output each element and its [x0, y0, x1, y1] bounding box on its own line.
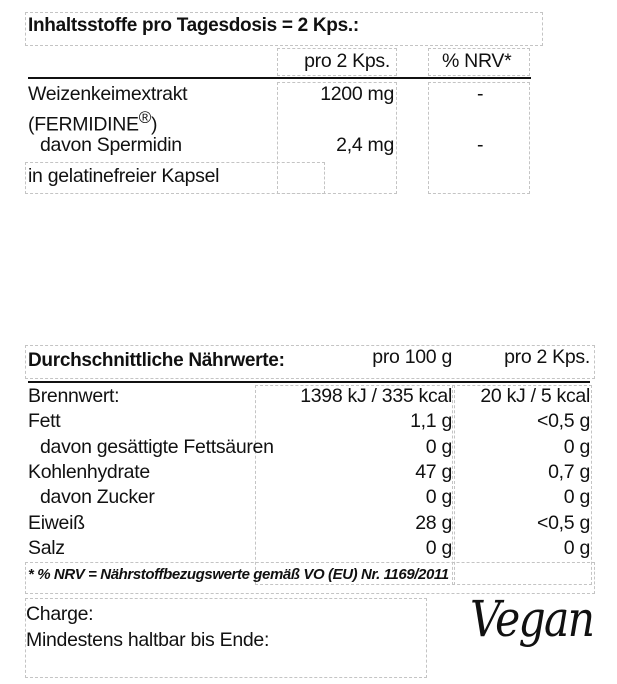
ingredients-title: Inhaltsstoffe pro Tagesdosis = 2 Kps.:: [28, 15, 359, 36]
nutrient-per-100g: 28 g: [415, 511, 452, 534]
header-nrv: % NRV*: [442, 50, 512, 72]
nutrient-per-dose: <0,5 g: [537, 511, 590, 534]
nutrient-per-dose: 0 g: [563, 435, 591, 458]
header-per-dose: pro 2 Kps.: [504, 346, 590, 368]
nutrition-header-rule: [28, 381, 590, 383]
brand-suffix: ): [150, 113, 158, 136]
ingredient-value: 2,4 mg: [336, 134, 394, 156]
nutrition-col-box: [255, 385, 455, 585]
nutrient-name: Eiweiß: [28, 511, 85, 534]
ingredient-brand: (FERMIDINE®): [28, 107, 157, 136]
note-box: [25, 162, 325, 194]
ingredient-nrv: -: [477, 83, 484, 105]
nutrient-per-dose: <0,5 g: [537, 410, 590, 433]
nutrient-per-dose: 0,7 g: [548, 460, 590, 483]
nutrient-per-100g: 0 g: [425, 486, 453, 509]
header-per-dose: pro 2 Kps.: [304, 50, 390, 72]
header-cell-dose: [277, 48, 397, 76]
charge-label: Charge:: [26, 603, 94, 625]
header-rule: [28, 77, 531, 79]
header-cell-nrv: [428, 48, 530, 76]
ingredient-nrv: -: [477, 134, 484, 156]
registered-mark: ®: [138, 108, 152, 127]
header-per-100g: pro 100 g: [372, 346, 452, 368]
nutrient-per-100g: 47 g: [415, 460, 452, 483]
brand-name: (FERMIDINE: [28, 113, 139, 136]
ingredient-value: 1200 mg: [320, 83, 394, 105]
nutrient-per-dose: 20 kJ / 5 kcal: [480, 385, 590, 407]
nutrient-per-dose: 0 g: [563, 536, 591, 559]
batch-box: [25, 598, 427, 678]
nutrient-name: davon gesättigte Fettsäuren: [40, 435, 274, 458]
nrv-footnote: * % NRV = Nährstoffbezugswerte gemäß VO …: [28, 566, 449, 583]
nutrient-per-100g: 1398 kJ / 335 kcal: [300, 385, 452, 407]
capsule-note: in gelatinefreier Kapsel: [28, 165, 220, 187]
footnote-box: [25, 562, 595, 594]
ingredient-name: Weizenkeimextrakt: [28, 83, 188, 105]
nrv-cell: [428, 82, 530, 194]
nutrient-per-100g: 1,1 g: [410, 410, 452, 433]
ingredient-name: davon Spermidin: [40, 134, 182, 156]
nutrient-name: Kohlenhydrate: [28, 460, 150, 483]
nutrient-name: davon Zucker: [40, 486, 155, 509]
best-before-label: Mindestens haltbar bis Ende:: [26, 629, 270, 651]
value-cell: [277, 82, 397, 194]
nutrition-header-box: [25, 345, 595, 379]
nutrient-name: Salz: [28, 536, 65, 559]
nutrient-per-100g: 0 g: [425, 536, 453, 559]
nutrition-title: Durchschnittliche Nährwerte:: [28, 350, 285, 371]
nutrient-name: Fett: [28, 410, 61, 433]
nutrition-col2-box: [452, 385, 592, 585]
nutrient-per-dose: 0 g: [563, 486, 591, 509]
nutrient-per-100g: 0 g: [425, 435, 453, 458]
vegan-logo: Vegan: [470, 590, 595, 648]
nutrient-name: Brennwert:: [28, 385, 120, 407]
title-box: [25, 12, 543, 46]
